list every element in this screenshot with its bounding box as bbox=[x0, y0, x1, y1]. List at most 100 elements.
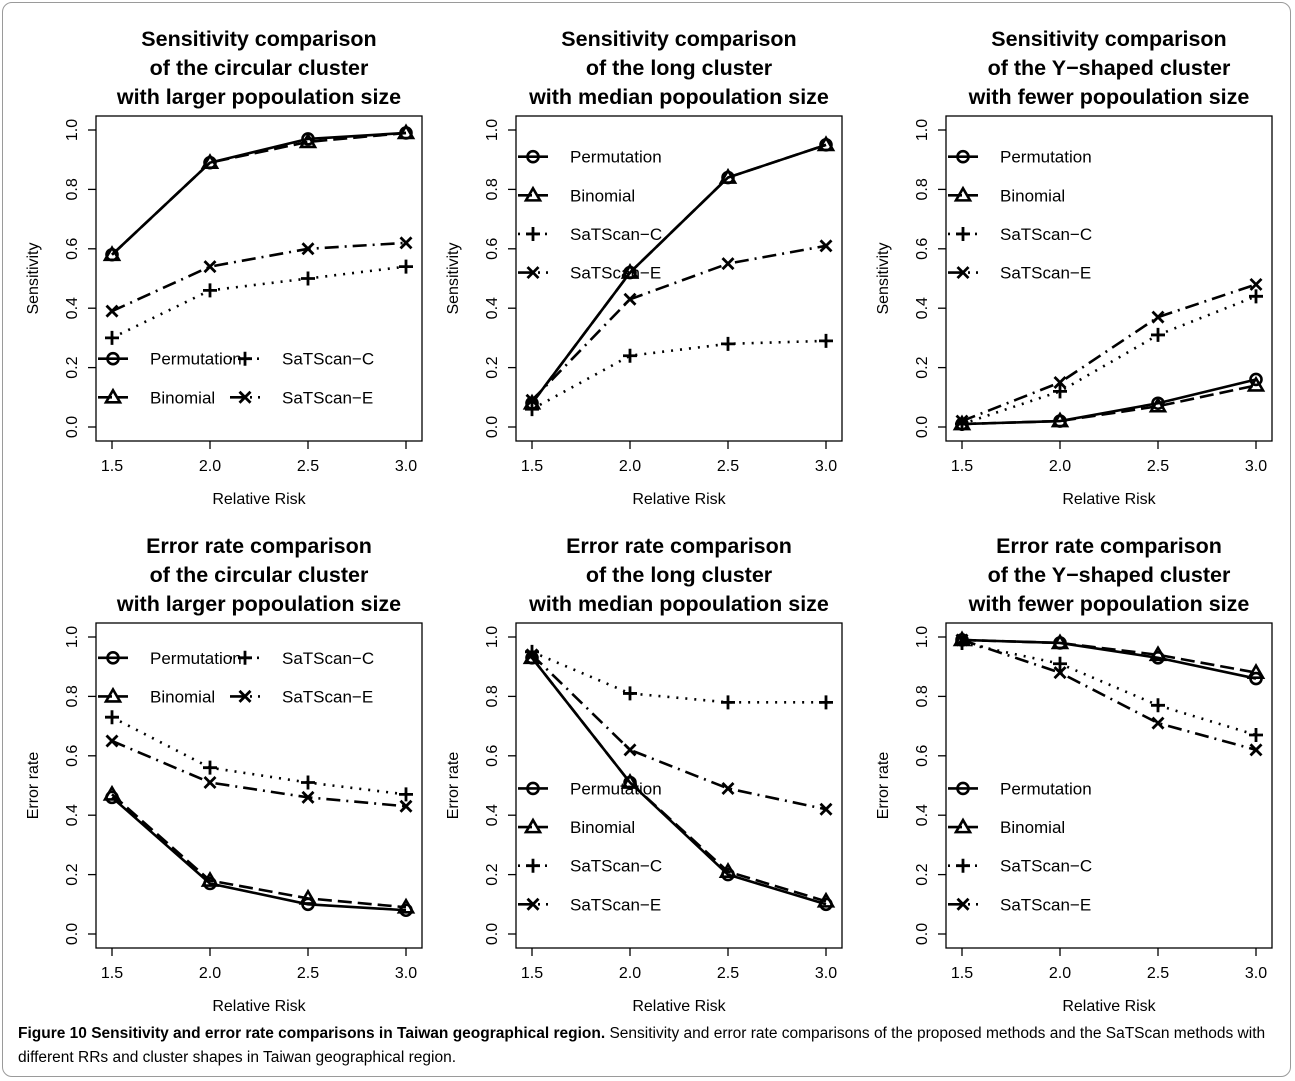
data-point bbox=[721, 336, 735, 351]
data-point bbox=[623, 686, 637, 701]
plot-frame bbox=[945, 115, 1273, 442]
data-point bbox=[298, 132, 318, 149]
data-point bbox=[1151, 698, 1165, 713]
data-point bbox=[1053, 666, 1067, 680]
legend-marker bbox=[526, 226, 540, 241]
legend-entry-3: SaTScan−C bbox=[230, 350, 374, 369]
legend-entry-4: SaTScan−E bbox=[948, 895, 1091, 914]
y-tick-label: 0.2 bbox=[484, 863, 501, 885]
legend-marker bbox=[956, 149, 970, 164]
legend-label: SaTScan−E bbox=[570, 264, 661, 283]
data-point bbox=[525, 402, 539, 417]
data-point bbox=[105, 330, 119, 345]
chart-panel-1: Sensitivity comparison of the circular cl… bbox=[25, 27, 423, 508]
data-point bbox=[721, 781, 735, 795]
data-point bbox=[1151, 310, 1165, 324]
legend-label: SaTScan−C bbox=[282, 350, 374, 369]
legend-label: SaTScan−E bbox=[282, 687, 373, 706]
y-axis-label: Sensitivity bbox=[25, 242, 42, 314]
data-point bbox=[399, 236, 413, 250]
x-tick-label: 2.5 bbox=[297, 458, 319, 475]
series-line-4 bbox=[111, 739, 407, 808]
legend-label: Binomial bbox=[1000, 818, 1065, 837]
y-tick-label: 1.0 bbox=[64, 119, 81, 141]
data-point bbox=[819, 802, 833, 816]
legend-marker bbox=[238, 689, 252, 703]
y-tick-label: 0.4 bbox=[64, 297, 81, 319]
legend-marker bbox=[953, 817, 973, 834]
y-tick-label: 0.2 bbox=[914, 863, 931, 885]
legend-entry-2: Binomial bbox=[98, 686, 215, 706]
data-point bbox=[1246, 375, 1266, 392]
legend-marker bbox=[526, 266, 540, 280]
x-tick-label: 2.5 bbox=[717, 458, 739, 475]
x-tick-label: 2.0 bbox=[1049, 965, 1071, 982]
legend-label: SaTScan−C bbox=[1000, 857, 1092, 876]
data-point bbox=[721, 695, 735, 710]
legend-marker bbox=[526, 149, 540, 164]
legend-marker bbox=[956, 266, 970, 280]
y-axis-label: Error rate bbox=[875, 752, 892, 820]
data-point bbox=[203, 283, 217, 298]
data-point bbox=[203, 760, 217, 775]
series-line-1 bbox=[961, 378, 1257, 426]
data-point bbox=[1151, 327, 1165, 342]
x-axis-label: Relative Risk bbox=[212, 491, 306, 508]
data-point bbox=[1249, 277, 1263, 291]
y-tick-label: 0.8 bbox=[914, 685, 931, 707]
data-point bbox=[623, 348, 637, 363]
x-axis-label: Relative Risk bbox=[632, 998, 726, 1015]
chart-title-line-1: Sensitivity comparison bbox=[141, 27, 376, 51]
x-tick-label: 1.5 bbox=[521, 458, 543, 475]
x-tick-label: 2.5 bbox=[1147, 458, 1169, 475]
x-axis-label: Relative Risk bbox=[212, 998, 306, 1015]
y-tick-label: 0.4 bbox=[64, 804, 81, 826]
legend-label: SaTScan−E bbox=[1000, 264, 1091, 283]
legend-label: SaTScan−C bbox=[282, 649, 374, 668]
data-point bbox=[1053, 375, 1067, 389]
legend-entry-4: SaTScan−E bbox=[518, 895, 661, 914]
chart-title-line-2: of the circular cluster bbox=[150, 563, 369, 587]
x-tick-label: 3.0 bbox=[395, 965, 417, 982]
y-tick-label: 0.0 bbox=[484, 923, 501, 945]
legend-label: SaTScan−C bbox=[1000, 225, 1092, 244]
legend-marker bbox=[956, 226, 970, 241]
data-point bbox=[200, 870, 220, 887]
legend-marker bbox=[238, 390, 252, 404]
data-point bbox=[203, 776, 217, 790]
legend-marker bbox=[103, 387, 123, 404]
series-line-2 bbox=[111, 131, 407, 256]
data-point bbox=[955, 414, 969, 428]
chart-title-line-1: Sensitivity comparison bbox=[991, 27, 1226, 51]
legend-entry-3: SaTScan−C bbox=[948, 225, 1092, 244]
data-point bbox=[1249, 743, 1263, 757]
legend-entry-1: Permutation bbox=[948, 779, 1092, 798]
chart-panel-4: Error rate comparison of the circular clu… bbox=[25, 534, 423, 1015]
y-tick-label: 0.8 bbox=[914, 178, 931, 200]
legend-entry-2: Binomial bbox=[98, 387, 215, 407]
y-tick-label: 0.0 bbox=[64, 416, 81, 438]
y-tick-label: 0.2 bbox=[64, 863, 81, 885]
legend-label: SaTScan−C bbox=[570, 225, 662, 244]
series-line-3 bbox=[961, 295, 1257, 426]
legend-label: Permutation bbox=[570, 148, 662, 167]
chart-panel-6: Error rate comparison of the Y−shaped clu… bbox=[875, 534, 1273, 1015]
data-point bbox=[816, 891, 836, 908]
chart-panel-3: Sensitivity comparison of the Y−shaped cl… bbox=[875, 27, 1273, 508]
chart-panel-2: Sensitivity comparison of the long cluste… bbox=[445, 27, 843, 508]
y-tick-label: 0.2 bbox=[484, 356, 501, 378]
chart-title-line-2: of the Y−shaped cluster bbox=[988, 563, 1231, 587]
legend-label: SaTScan−E bbox=[1000, 895, 1091, 914]
data-point bbox=[399, 787, 413, 802]
legend-entry-3: SaTScan−C bbox=[230, 649, 374, 668]
data-point bbox=[105, 710, 119, 725]
x-tick-label: 3.0 bbox=[815, 965, 837, 982]
x-tick-label: 3.0 bbox=[1245, 965, 1267, 982]
chart-title-line-3: with fewer popoulation size bbox=[968, 85, 1250, 109]
legend-marker bbox=[523, 185, 543, 202]
y-tick-label: 0.6 bbox=[64, 238, 81, 260]
y-axis-label: Error rate bbox=[445, 752, 462, 820]
legend-label: Permutation bbox=[1000, 148, 1092, 167]
x-tick-label: 1.5 bbox=[951, 965, 973, 982]
